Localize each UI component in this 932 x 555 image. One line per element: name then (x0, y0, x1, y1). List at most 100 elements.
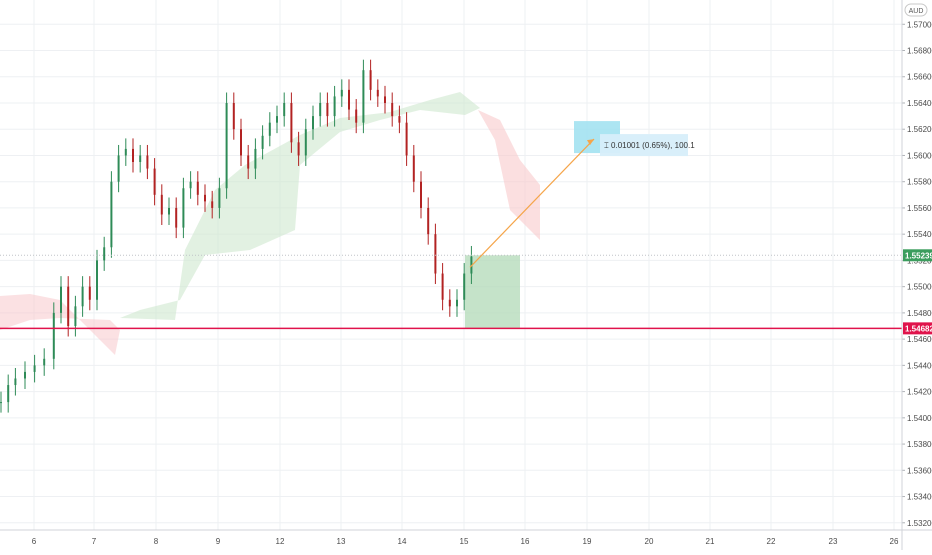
y-tick-label: 1.57000 (907, 20, 932, 29)
candle-body (211, 201, 214, 208)
y-tick-label: 1.55800 (907, 178, 932, 187)
candle-body (333, 96, 336, 117)
x-tick-label: 7 (92, 537, 97, 546)
candle-body (153, 168, 156, 195)
candle-body (261, 135, 264, 149)
projection-arrow-head (587, 139, 594, 146)
y-tick-label: 1.53400 (907, 493, 932, 502)
price-lines (0, 138, 902, 330)
candle-body (268, 122, 271, 136)
candle-body (204, 194, 206, 202)
candle-body (304, 129, 307, 156)
candle-body (182, 188, 185, 228)
candle-body (81, 286, 84, 307)
cloud-green-main (120, 92, 480, 320)
candle-body (254, 148, 257, 169)
x-tick-label: 22 (767, 537, 776, 546)
candle-body (348, 89, 350, 110)
x-tick-label: 19 (583, 537, 592, 546)
candle-body (196, 181, 199, 195)
x-tick-label: 15 (460, 537, 469, 546)
y-tick-label: 1.56000 (907, 151, 932, 160)
candle-body (146, 155, 149, 169)
currency-label: AUD (909, 8, 924, 15)
candle-body (103, 247, 106, 261)
candle-body (33, 365, 36, 372)
current-price-badge (903, 249, 932, 262)
x-tick-label: 9 (216, 537, 221, 546)
y-tick-label: 1.55000 (907, 283, 932, 292)
support-line-badge (903, 322, 932, 335)
candle-body (420, 181, 422, 208)
y-tick-label: 1.56200 (907, 125, 932, 134)
labels: 1.57000 1.56800 1.56600 1.56400 1.56200 1.560… (32, 20, 932, 546)
x-tick-label: 8 (154, 537, 159, 546)
y-tick-label: 1.55400 (907, 230, 932, 239)
candle-body (405, 122, 408, 156)
candle-body (283, 102, 286, 117)
x-tick-label: 13 (337, 537, 346, 546)
candle-body (240, 129, 242, 156)
y-tick-label: 1.56600 (907, 73, 932, 82)
candle-body (117, 155, 120, 182)
candle-body (297, 142, 300, 156)
candle-body (225, 102, 228, 189)
y-tick-label: 1.54800 (907, 309, 932, 318)
current-price-badge-label: 1.55239 (905, 251, 932, 260)
x-tick-label: 20 (645, 537, 654, 546)
long-position-box[interactable] (465, 255, 520, 329)
currency-badge-frame (904, 3, 928, 17)
candle-body (24, 371, 26, 379)
y-tick-label: 1.53600 (907, 466, 932, 475)
candle-body (52, 312, 55, 359)
candle-body (88, 286, 91, 300)
y-tick-label: 1.53800 (907, 440, 932, 449)
y-tick-label: 1.56400 (907, 99, 932, 108)
candle-body (168, 207, 170, 215)
candle-body (326, 102, 329, 117)
x-tick-label: 23 (829, 537, 838, 546)
candle-body (7, 385, 10, 403)
x-tick-label: 6 (32, 537, 37, 546)
candle-body (448, 299, 451, 307)
candle-body (139, 155, 142, 163)
y-tick-label: 1.55600 (907, 204, 932, 213)
candle-body (369, 70, 372, 90)
candle-body (456, 299, 458, 307)
measurement-text: ⌶ 0.01001 (0.65%), 100.1 (604, 141, 695, 150)
candle-body (218, 188, 221, 208)
candle-body (160, 194, 163, 215)
candle-body (290, 102, 293, 143)
measurement-tooltip (600, 134, 688, 157)
candle-body (340, 89, 343, 97)
candle-body (463, 273, 466, 300)
cloud-red-right (478, 110, 540, 240)
candle-body (398, 116, 401, 123)
x-tick-label: 12 (276, 537, 285, 546)
projection-arrow-line[interactable] (469, 138, 595, 268)
candle-body (175, 207, 178, 228)
candle-body (96, 260, 98, 300)
candle-body (189, 181, 192, 189)
y-tick-label: 1.54000 (907, 414, 932, 423)
candle-body (67, 286, 70, 327)
x-tick-label: 21 (706, 537, 715, 546)
support-line-badge-label: 1.54682 (905, 324, 932, 333)
candle-body (376, 89, 379, 97)
cloud-red-left (0, 294, 120, 355)
candle-body (60, 286, 62, 313)
candle-body (434, 234, 437, 274)
candle-body (132, 148, 134, 163)
y-tick-label: 1.54200 (907, 388, 932, 397)
candle-body (74, 306, 77, 327)
candle-body (355, 109, 358, 123)
x-tick-label: 16 (521, 537, 530, 546)
candle-body (0, 402, 2, 404)
candle-body (14, 378, 17, 386)
candle-body (384, 96, 386, 103)
x-tick-label: 14 (398, 537, 407, 546)
candle-body (391, 102, 394, 117)
currency-badge[interactable]: AUD (904, 3, 928, 17)
